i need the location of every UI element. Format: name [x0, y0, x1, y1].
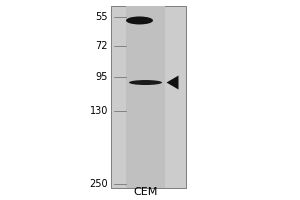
Text: 95: 95: [96, 72, 108, 82]
Text: 72: 72: [95, 41, 108, 51]
Polygon shape: [167, 76, 178, 90]
Ellipse shape: [126, 16, 153, 24]
Text: 250: 250: [89, 179, 108, 189]
Text: 130: 130: [90, 106, 108, 116]
Bar: [126, 6, 165, 188]
Text: CEM: CEM: [133, 187, 158, 197]
Text: 55: 55: [95, 12, 108, 22]
Ellipse shape: [129, 80, 162, 85]
Bar: [111, 6, 186, 188]
